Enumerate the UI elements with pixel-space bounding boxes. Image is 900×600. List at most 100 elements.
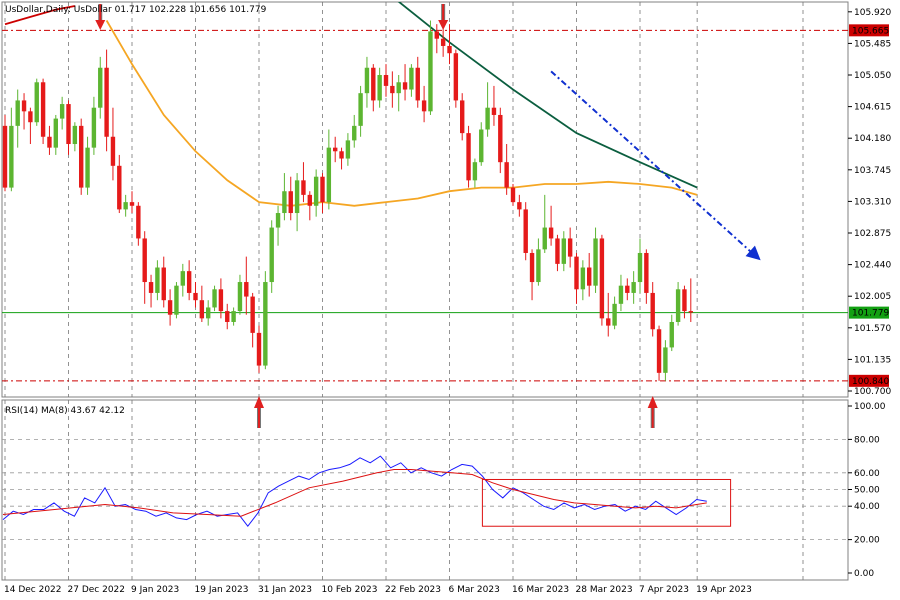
- candle-body: [561, 238, 566, 264]
- candle-body: [529, 252, 535, 283]
- candle-body: [485, 107, 490, 130]
- up-marker-arrow: [254, 396, 264, 428]
- candle-body: [307, 194, 312, 206]
- candle-body: [625, 285, 630, 293]
- x-tick-label: 31 Jan 2023: [258, 585, 312, 595]
- x-tick-label: 14 Dec 2022: [4, 585, 62, 595]
- rsi-panel-frame: [1, 399, 849, 581]
- candle-body: [669, 321, 674, 348]
- candle-body: [313, 176, 319, 206]
- MA-fast-line: [105, 20, 698, 207]
- marker-head: [647, 396, 658, 408]
- candle-body: [59, 104, 65, 119]
- price-tick-label: 102.875: [854, 229, 891, 239]
- candle-body: [174, 285, 179, 315]
- candle-body: [440, 38, 446, 46]
- candle-body: [479, 129, 484, 163]
- candle-body: [225, 311, 230, 322]
- candle-body: [631, 282, 636, 293]
- candle-body: [567, 238, 573, 257]
- candle-body: [415, 67, 420, 101]
- candle-body: [593, 238, 598, 286]
- candle-body: [383, 75, 389, 86]
- candle-body: [472, 162, 478, 181]
- x-tick-label: 22 Feb 2023: [385, 585, 441, 595]
- candle-body: [91, 107, 97, 148]
- candle-body: [244, 282, 249, 297]
- candle-body: [650, 292, 655, 330]
- candle-body: [85, 147, 90, 188]
- rsi-tick-label: 20.00: [854, 536, 880, 546]
- x-tick-label: 9 Jan 2023: [131, 585, 179, 595]
- candle-body: [142, 238, 147, 283]
- x-tick-label: 27 Dec 2022: [68, 585, 126, 595]
- candle-body: [320, 176, 325, 203]
- candle-body: [637, 252, 643, 283]
- candle-body: [250, 296, 255, 333]
- rsi-tick-label: 50.00: [854, 486, 880, 496]
- candle-body: [15, 100, 20, 126]
- candle-body: [358, 93, 363, 126]
- candle-body: [396, 82, 401, 94]
- candle-body: [275, 213, 281, 228]
- candle-body: [644, 252, 649, 293]
- candle-body: [34, 82, 39, 123]
- candle-body: [377, 75, 382, 101]
- moving-averages: [4, 2, 698, 207]
- current-level-tag: [849, 306, 889, 319]
- resistance-level-label: 105.665: [852, 26, 889, 36]
- x-tick-label: 16 Mar 2023: [512, 585, 569, 595]
- candle-body: [542, 227, 547, 250]
- rsi-highlight-box: [481, 478, 732, 527]
- candle-body: [682, 289, 687, 312]
- candle-body: [580, 267, 586, 290]
- x-tick-label: 10 Feb 2023: [322, 585, 378, 595]
- candle-body: [148, 282, 154, 293]
- candle-body: [28, 111, 33, 123]
- candle-body: [98, 67, 103, 108]
- candle-body: [161, 267, 166, 301]
- candle-body: [231, 311, 236, 322]
- MA-long-line: [4, 5, 75, 26]
- price-tick-label: 103.745: [854, 166, 891, 176]
- candle-body: [364, 67, 370, 94]
- candle-body: [675, 289, 681, 322]
- candle-body: [491, 107, 497, 115]
- candle-body: [218, 289, 224, 312]
- candle-body: [193, 292, 198, 301]
- candle-body: [199, 300, 205, 319]
- rsi-tick-label: 60.00: [854, 469, 880, 479]
- x-tick-label: 28 Mar 2023: [576, 585, 633, 595]
- candle-body: [47, 136, 52, 148]
- candle-body: [466, 133, 471, 181]
- candle-body: [326, 147, 332, 203]
- price-tick-label: 104.180: [854, 134, 891, 144]
- price-tick-label: 102.005: [854, 292, 891, 302]
- rsi-tick-label: 80.00: [854, 435, 880, 445]
- candle-body: [288, 191, 293, 214]
- candle-body: [21, 100, 27, 112]
- rsi-info-label: RSI(14) MA(8) 43.67 42.12: [5, 406, 125, 416]
- x-tick-label: 6 Mar 2023: [449, 585, 500, 595]
- candle-body: [53, 118, 58, 148]
- candle-body: [402, 82, 408, 90]
- candle-body: [237, 282, 243, 312]
- resistance-level-tag: [849, 24, 889, 37]
- candle-body: [656, 329, 662, 373]
- down-marker-arrow: [95, 4, 106, 30]
- current-level-label: 101.779: [852, 309, 889, 319]
- candle-body: [428, 31, 433, 112]
- candle-body: [263, 282, 268, 366]
- candle-body: [212, 289, 217, 308]
- candle-body: [294, 180, 300, 214]
- main-panel-frame: [1, 1, 849, 398]
- candle-body: [460, 100, 465, 134]
- marker-head: [95, 20, 106, 30]
- candle-body: [447, 45, 452, 54]
- candle-body: [104, 67, 109, 137]
- marker-head: [254, 396, 264, 408]
- price-tick-label: 105.485: [854, 39, 891, 49]
- marker-head: [438, 20, 449, 30]
- price-tick-label: 103.310: [854, 197, 891, 207]
- candle-body: [390, 85, 395, 94]
